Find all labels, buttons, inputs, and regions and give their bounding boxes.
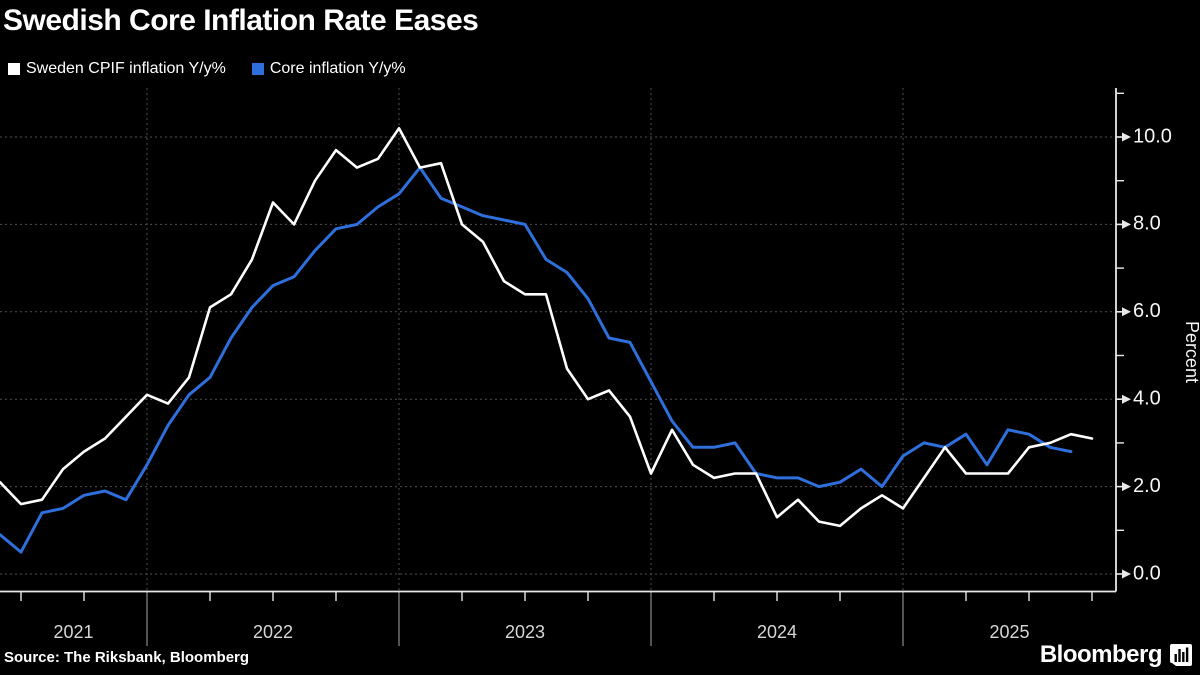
y-tick-arrow-icon [1122,569,1131,579]
bloomberg-chart-bars-icon [1170,644,1192,666]
y-axis-title: Percent [1182,321,1200,383]
core-line-series [0,166,1073,554]
source-note: Source: The Riksbank, Bloomberg [4,649,250,666]
y-tick-arrow-icon [1122,394,1131,404]
y-tick-arrow-icon [1122,132,1131,142]
x-year-label: 2022 [253,622,293,642]
legend-item-core: Core inflation Y/y% [251,60,406,78]
bloomberg-logo-text: Bloomberg [1039,641,1163,668]
y-tick-label: 10.0 [1133,125,1172,147]
y-tick-label: 4.0 [1133,387,1161,409]
x-year-label: 2023 [505,622,545,642]
y-tick-arrow-icon [1122,307,1131,317]
x-year-label: 2021 [53,622,93,642]
legend-label-core: Core inflation Y/y% [269,60,406,77]
y-tick-label: 6.0 [1133,300,1161,322]
core-swatch-icon [251,63,264,75]
legend-label-cpif: Sweden CPIF inflation Y/y% [26,60,226,77]
chart-legend: Sweden CPIF inflation Y/y% Core inflatio… [8,60,406,78]
y-tick-label: 2.0 [1133,475,1161,497]
chart-title: Swedish Core Inflation Rate Eases [3,4,479,37]
y-tick-arrow-icon [1122,482,1131,492]
x-year-label: 2025 [989,622,1029,642]
legend-item-cpif: Sweden CPIF inflation Y/y% [8,60,226,78]
cpif-swatch-icon [8,63,20,75]
y-tick-arrow-icon [1122,219,1131,229]
y-tick-label: 0.0 [1133,562,1161,584]
cpif-line-series [0,127,1094,528]
x-year-label: 2024 [757,622,797,642]
y-tick-label: 8.0 [1133,213,1161,235]
bloomberg-logo: Bloomberg [1040,641,1192,669]
